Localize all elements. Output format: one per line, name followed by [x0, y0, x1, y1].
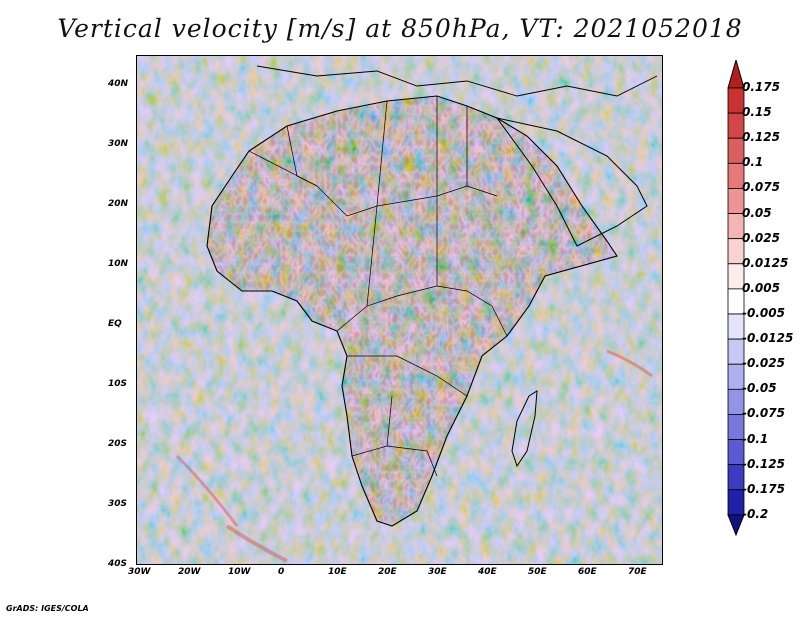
y-tick-label: EQ [108, 319, 122, 329]
colorbar-level-label: 0.05 [742, 205, 772, 220]
colorbar-level-label: 0.025 [742, 230, 780, 245]
x-tick-label: 40E [478, 567, 497, 577]
map-panel [136, 55, 663, 565]
colorbar-level-label: 0.005 [742, 280, 780, 295]
colorbar-level-label: 0.15 [742, 105, 772, 120]
x-tick-label: 20E [378, 567, 397, 577]
colorbar-level-label: 0.125 [742, 130, 780, 145]
colorbar-level-label: -0.075 [742, 406, 785, 421]
colorbar-level-label: -0.05 [742, 381, 777, 396]
colorbar-level-label: 0.075 [742, 180, 780, 195]
y-tick-label: 20S [108, 439, 128, 449]
y-tick-label: 10N [108, 259, 129, 269]
colorbar-cap-low [727, 514, 745, 537]
x-tick-label: 10E [328, 567, 347, 577]
x-tick-label: 50E [528, 567, 547, 577]
x-tick-label: 20W [178, 567, 201, 577]
colorbar-level-label: -0.1 [742, 431, 769, 446]
y-tick-label: 40N [108, 79, 129, 89]
map-title: Vertical velocity [m/s] at 850hPa, VT: 2… [57, 14, 743, 43]
credit-text: GrADS: IGES/COLA [6, 604, 89, 613]
x-tick-label: 10W [228, 567, 251, 577]
y-tick-label: 40S [108, 559, 128, 569]
colorbar-level-label: -0.005 [742, 306, 785, 320]
colorbar-level-label: -0.0125 [742, 331, 794, 346]
colorbar-level-label: -0.125 [742, 456, 785, 471]
colorbar-level-label: -0.175 [742, 481, 785, 496]
colorbar-level-label: 0.1 [742, 155, 764, 170]
y-tick-label: 30N [108, 139, 129, 149]
y-tick-label: 30S [108, 499, 128, 509]
x-tick-label: 70E [628, 567, 647, 577]
velocity-field [137, 56, 662, 564]
colorbar-level-label: -0.2 [742, 506, 769, 521]
colorbar-level-label: 0.0125 [742, 255, 789, 270]
colorbar-level-label: 0.175 [742, 80, 780, 94]
x-tick-label: 60E [578, 567, 597, 577]
colorbar [727, 60, 745, 537]
x-tick-label: 30W [128, 567, 151, 577]
y-tick-label: 10S [108, 379, 128, 389]
colorbar-level-label: -0.025 [742, 356, 785, 371]
y-tick-label: 20N [108, 199, 129, 209]
x-tick-label: 0 [278, 567, 285, 577]
x-tick-label: 30E [428, 567, 447, 577]
